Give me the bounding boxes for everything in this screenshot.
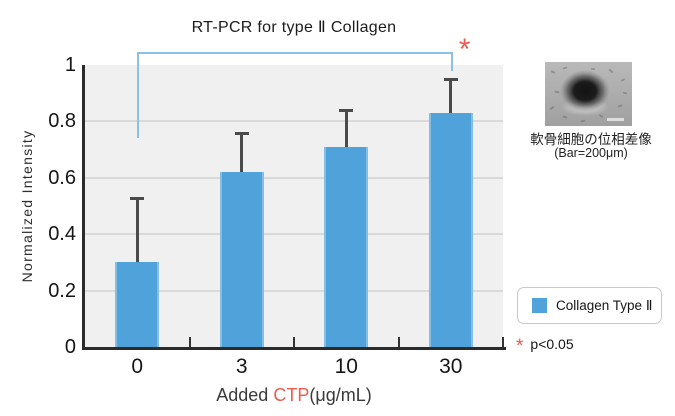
x-axis-line bbox=[82, 347, 506, 350]
category-boundary-tick bbox=[397, 337, 400, 347]
error-bar-line bbox=[344, 110, 348, 147]
micrograph-speckles bbox=[549, 66, 628, 123]
micrograph-scale-bar bbox=[607, 118, 624, 121]
y-tick-label: 0.8 bbox=[48, 110, 76, 133]
grid-line bbox=[85, 289, 503, 292]
bar bbox=[324, 146, 369, 347]
grid-line bbox=[85, 233, 503, 236]
bar bbox=[115, 262, 160, 347]
bar bbox=[428, 112, 473, 347]
legend-swatch-icon bbox=[532, 298, 547, 313]
significance-asterisk-icon: * bbox=[458, 33, 471, 66]
y-axis-line bbox=[82, 65, 85, 350]
y-tick-label: 0 bbox=[64, 336, 76, 358]
bar bbox=[219, 172, 264, 347]
error-bar-cap bbox=[443, 78, 458, 82]
grid-line bbox=[85, 120, 503, 123]
x-axis-title-prefix: Added bbox=[216, 385, 274, 405]
category-boundary-tick bbox=[293, 337, 295, 347]
micrograph-cell-pellet bbox=[560, 70, 610, 112]
y-tick-label: 0.2 bbox=[48, 279, 76, 302]
significance-note-text: p<0.05 bbox=[530, 336, 574, 352]
x-tick-label: 10 bbox=[334, 355, 358, 378]
x-axis-title-suffix: (μg/mL) bbox=[309, 385, 372, 405]
asterisk-icon: * bbox=[516, 336, 524, 357]
y-tick-label: 0.6 bbox=[48, 166, 76, 189]
legend: Collagen Type Ⅱ bbox=[517, 287, 662, 324]
grid-line bbox=[85, 176, 503, 179]
y-tick-label: 0.4 bbox=[48, 223, 76, 246]
y-tick-label: 1 bbox=[64, 54, 76, 76]
significance-bracket-right bbox=[450, 52, 453, 71]
micrograph-caption: 軟骨細胞の位相差像 bbox=[530, 132, 652, 147]
micrograph-scale-caption: (Bar=200μm) bbox=[554, 146, 628, 160]
chart-title: RT-PCR for type Ⅱ Collagen bbox=[191, 19, 397, 36]
error-bar-cap bbox=[234, 131, 249, 135]
x-axis-title: Added CTP(μg/mL) bbox=[85, 385, 503, 406]
error-bar-cap bbox=[130, 196, 145, 200]
chondrocyte-micrograph bbox=[545, 62, 632, 126]
significance-bracket-top bbox=[137, 52, 453, 54]
significance-bracket-left bbox=[137, 52, 140, 139]
category-boundary-tick bbox=[188, 337, 191, 347]
legend-label: Collagen Type Ⅱ bbox=[556, 297, 653, 313]
category-boundary-tick bbox=[502, 337, 504, 347]
error-bar-line bbox=[240, 132, 244, 173]
y-axis-label: Normalized Intensity bbox=[19, 129, 35, 283]
error-bar-line bbox=[135, 197, 139, 263]
x-tick-label: 30 bbox=[439, 355, 463, 378]
error-bar-line bbox=[449, 79, 453, 113]
x-tick-label: 0 bbox=[131, 355, 144, 378]
significance-note: * p<0.05 bbox=[516, 334, 574, 357]
x-tick-label: 3 bbox=[235, 355, 248, 378]
x-axis-title-highlight: CTP bbox=[273, 385, 310, 405]
error-bar-cap bbox=[339, 109, 354, 113]
